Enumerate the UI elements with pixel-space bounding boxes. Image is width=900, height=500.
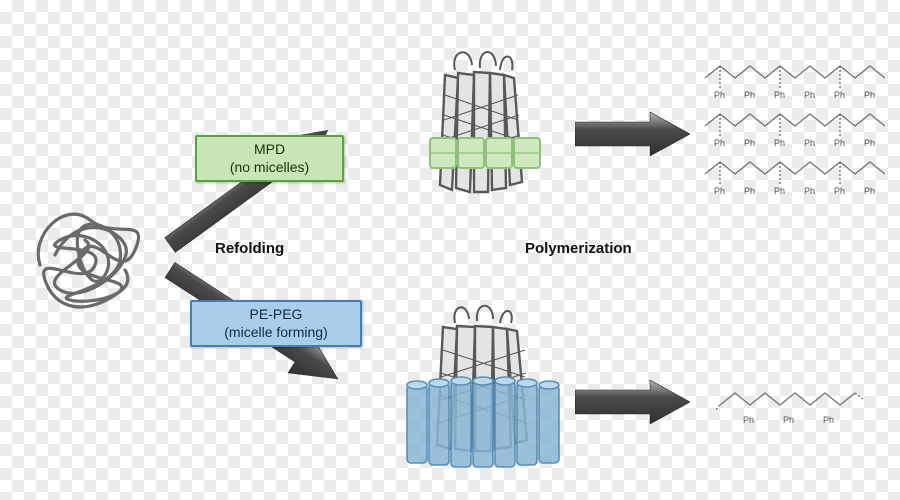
svg-text:Ph: Ph xyxy=(804,90,815,100)
svg-text:Ph: Ph xyxy=(864,138,875,148)
svg-text:Ph: Ph xyxy=(744,138,755,148)
svg-text:Ph: Ph xyxy=(804,186,815,196)
svg-text:Ph: Ph xyxy=(774,138,785,148)
svg-text:Ph: Ph xyxy=(714,138,725,148)
refolding-label: Refolding xyxy=(215,240,284,257)
svg-text:Ph: Ph xyxy=(834,186,845,196)
svg-text:Ph: Ph xyxy=(774,90,785,100)
polymerization-label: Polymerization xyxy=(525,240,632,257)
mpd-line2: (no micelles) xyxy=(207,159,332,177)
unfolded-protein xyxy=(25,195,155,315)
arrow-polymerization-top xyxy=(575,112,690,156)
pepeg-line2: (micelle forming) xyxy=(202,324,350,342)
svg-text:Ph: Ph xyxy=(744,186,755,196)
svg-text:Ph: Ph xyxy=(774,186,785,196)
svg-text:Ph: Ph xyxy=(834,138,845,148)
mpd-box: MPD (no micelles) xyxy=(195,135,344,182)
svg-text:Ph: Ph xyxy=(714,186,725,196)
svg-text:Ph: Ph xyxy=(834,90,845,100)
svg-text:Ph: Ph xyxy=(783,415,794,425)
svg-text:Ph: Ph xyxy=(823,415,834,425)
svg-text:Ph: Ph xyxy=(744,90,755,100)
pepeg-box: PE-PEG (micelle forming) xyxy=(190,300,362,347)
polymer-top: Ph Ph Ph Ph Ph Ph Ph Ph Ph Ph Ph Ph Ph Ph Ph Ph Ph P… xyxy=(700,58,895,213)
svg-text:Ph: Ph xyxy=(864,90,875,100)
svg-text:Ph: Ph xyxy=(864,186,875,196)
polymer-bottom: Ph Ph Ph xyxy=(715,385,865,440)
barrel-mpd xyxy=(400,40,560,215)
barrel-pepeg xyxy=(385,295,585,490)
svg-text:Ph: Ph xyxy=(804,138,815,148)
diagram-stage: MPD (no micelles) PE-PEG (micelle formin… xyxy=(0,0,900,500)
svg-text:Ph: Ph xyxy=(743,415,754,425)
mpd-line1: MPD xyxy=(207,141,332,159)
svg-text:Ph: Ph xyxy=(714,90,725,100)
pepeg-line1: PE-PEG xyxy=(202,306,350,324)
arrow-polymerization-bottom xyxy=(575,380,690,424)
